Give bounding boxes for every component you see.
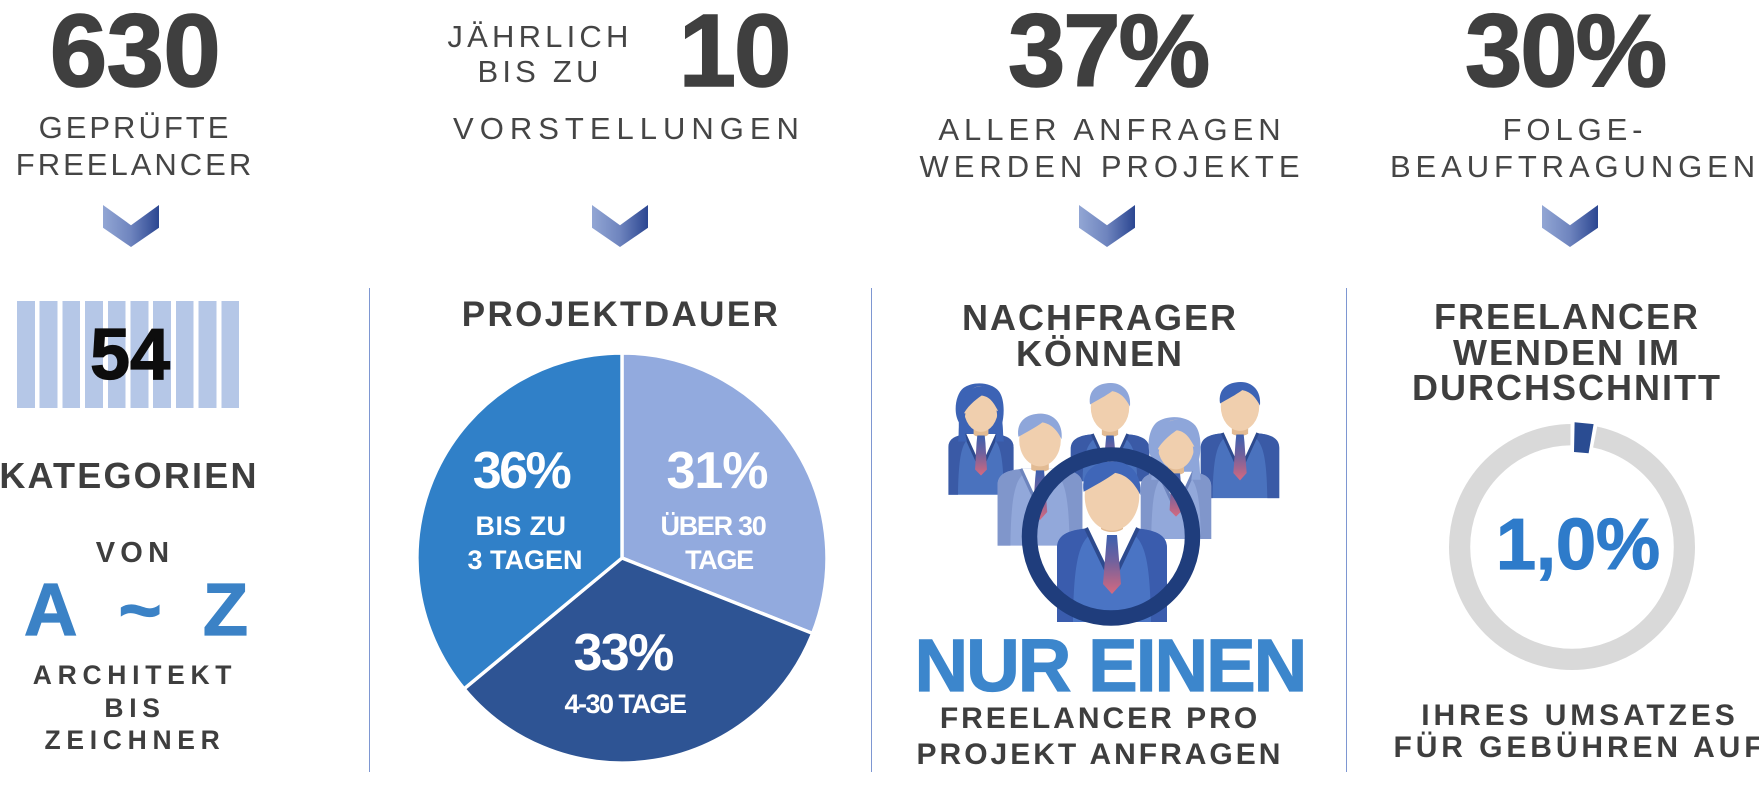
svg-text:31%: 31% xyxy=(666,442,767,500)
svg-text:TAGE: TAGE xyxy=(685,545,753,575)
svg-text:BIS ZU: BIS ZU xyxy=(476,511,567,541)
svg-text:ÜBER 30: ÜBER 30 xyxy=(661,511,766,541)
svg-text:4-30 TAGE: 4-30 TAGE xyxy=(564,689,686,719)
svg-text:36%: 36% xyxy=(473,442,571,500)
svg-text:3 TAGEN: 3 TAGEN xyxy=(467,545,582,575)
svg-text:33%: 33% xyxy=(574,624,673,682)
